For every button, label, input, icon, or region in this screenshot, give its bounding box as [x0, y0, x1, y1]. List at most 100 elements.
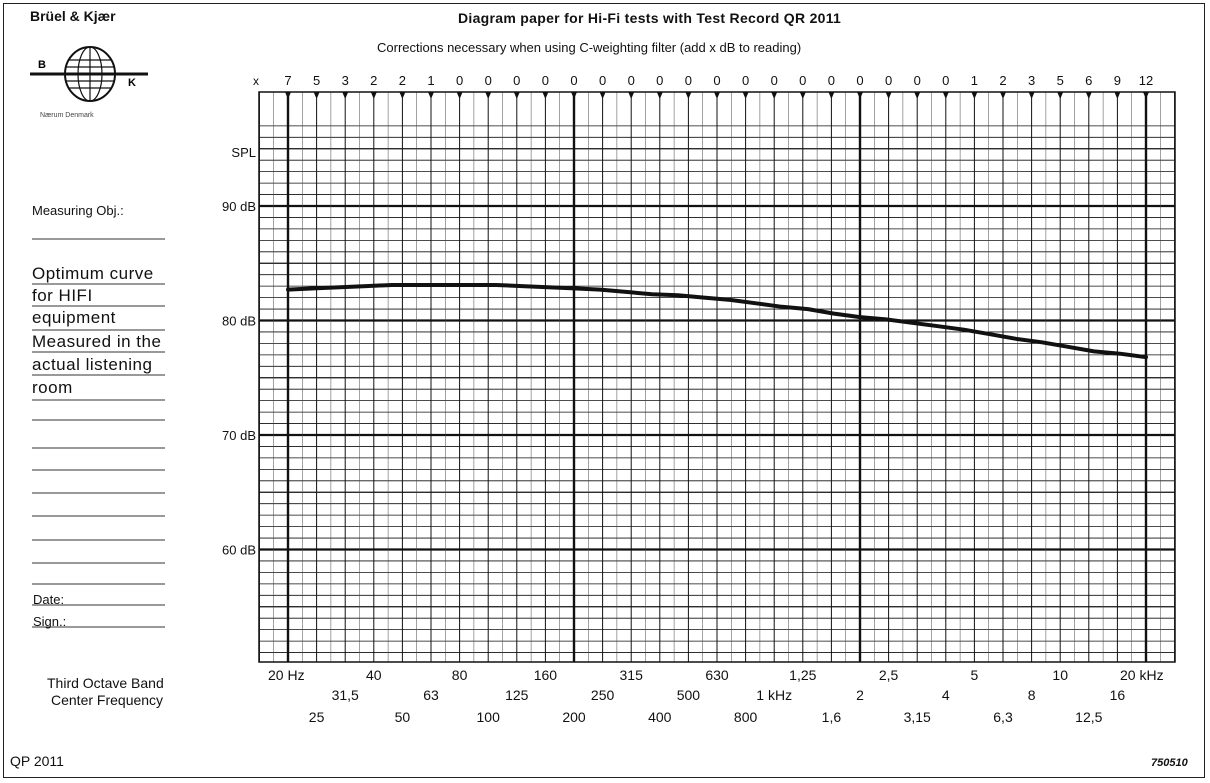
x-tick-label: 800: [734, 709, 758, 725]
x-tick-label: 16: [1110, 687, 1126, 703]
x-tick-label: 50: [395, 709, 411, 725]
correction-marker: [428, 92, 434, 99]
form-code: QP 2011: [10, 753, 64, 769]
correction-value: 0: [914, 73, 921, 88]
correction-value: 7: [284, 73, 291, 88]
correction-marker: [313, 92, 320, 99]
correction-value: 0: [828, 73, 835, 88]
correction-value: 0: [685, 73, 692, 88]
band-label-line1: Third Octave Band: [47, 675, 164, 691]
correction-marker: [885, 92, 892, 99]
correction-marker: [971, 92, 978, 99]
correction-value: 6: [1085, 73, 1092, 88]
x-tick-label: 20 Hz: [268, 667, 305, 683]
note-line: Optimum curve: [32, 264, 154, 283]
x-tick-label: 2: [856, 687, 864, 703]
correction-value: 2: [370, 73, 377, 88]
x-tick-label: 20 kHz: [1120, 667, 1164, 683]
date-label: Date:: [33, 592, 65, 607]
correction-marker: [1143, 92, 1149, 99]
x-tick-label: 125: [505, 687, 529, 703]
x-tick-label: 6,3: [993, 709, 1013, 725]
correction-marker: [1000, 92, 1006, 99]
correction-value: 0: [542, 73, 549, 88]
correction-marker: [542, 92, 549, 99]
correction-marker: [942, 92, 949, 99]
correction-value: 3: [342, 73, 349, 88]
correction-marker: [857, 92, 863, 99]
correction-value: 3: [1028, 73, 1035, 88]
x-tick-label: 25: [309, 709, 325, 725]
x-tick-label: 400: [648, 709, 672, 725]
correction-marker: [685, 92, 692, 99]
correction-marker: [599, 92, 606, 99]
correction-value: 9: [1114, 73, 1121, 88]
x-tick-label: 8: [1028, 687, 1036, 703]
y-tick-label: 80 dB: [222, 314, 256, 329]
corrections-caption: Corrections necessary when using C-weigh…: [377, 40, 802, 55]
note-line: room: [32, 378, 73, 397]
correction-marker: [914, 92, 921, 99]
correction-value: 0: [485, 73, 492, 88]
x-tick-label: 630: [705, 667, 729, 683]
correction-marker: [714, 92, 720, 99]
correction-marker: [1057, 92, 1064, 99]
x-tick-label: 1,6: [822, 709, 842, 725]
correction-marker: [1085, 92, 1092, 99]
correction-value: 2: [999, 73, 1006, 88]
logo-city: Nærum Denmark: [40, 112, 94, 119]
x-tick-label: 12,5: [1075, 709, 1102, 725]
x-tick-label: 4: [942, 687, 950, 703]
correction-value: 12: [1139, 73, 1153, 88]
x-tick-label: 3,15: [904, 709, 931, 725]
correction-marker: [370, 92, 377, 99]
correction-value: 5: [1057, 73, 1064, 88]
brand-name: Brüel & Kjær: [30, 8, 116, 24]
correction-value: 2: [399, 73, 406, 88]
correction-value: 0: [513, 73, 520, 88]
note-line: equipment: [32, 308, 116, 327]
correction-prefix: x: [253, 74, 259, 88]
correction-marker: [571, 92, 577, 99]
correction-marker: [828, 92, 835, 99]
correction-value: 0: [771, 73, 778, 88]
x-tick-label: 100: [477, 709, 501, 725]
correction-marker: [342, 92, 349, 99]
correction-marker: [456, 92, 463, 99]
correction-value: 0: [742, 73, 749, 88]
sign-label: Sign.:: [33, 614, 67, 629]
x-tick-label: 1 kHz: [756, 687, 792, 703]
correction-value: 0: [856, 73, 863, 88]
x-tick-label: 200: [562, 709, 586, 725]
page-title: Diagram paper for Hi-Fi tests with Test …: [458, 10, 842, 26]
sheet-number: 750510: [1151, 757, 1188, 769]
x-tick-label: 10: [1052, 667, 1068, 683]
correction-value: 1: [971, 73, 978, 88]
optimum-response-curve: [286, 283, 1148, 360]
x-tick-label: 250: [591, 687, 615, 703]
correction-value: 0: [628, 73, 635, 88]
band-label-line2: Center Frequency: [51, 692, 164, 708]
correction-value: 0: [942, 73, 949, 88]
correction-marker: [1114, 92, 1121, 99]
x-tick-label: 80: [452, 667, 468, 683]
x-tick-label: 1,25: [789, 667, 816, 683]
correction-value: 0: [656, 73, 663, 88]
y-tick-label: 70 dB: [222, 428, 256, 443]
correction-marker: [399, 92, 406, 99]
correction-value: 0: [570, 73, 577, 88]
y-axis-label: SPL: [231, 145, 256, 160]
measuring-object-label: Measuring Obj.:: [32, 203, 124, 218]
note-line: for HIFI: [32, 286, 93, 305]
x-tick-label: 500: [677, 687, 701, 703]
correction-marker: [285, 92, 291, 99]
correction-marker: [799, 92, 806, 99]
y-tick-label: 90 dB: [222, 199, 256, 214]
correction-marker: [656, 92, 663, 99]
note-line: Measured in the: [32, 332, 162, 351]
logo-letter-k: K: [128, 77, 136, 89]
note-line: actual listening: [32, 355, 153, 374]
x-tick-label: 40: [366, 667, 382, 683]
